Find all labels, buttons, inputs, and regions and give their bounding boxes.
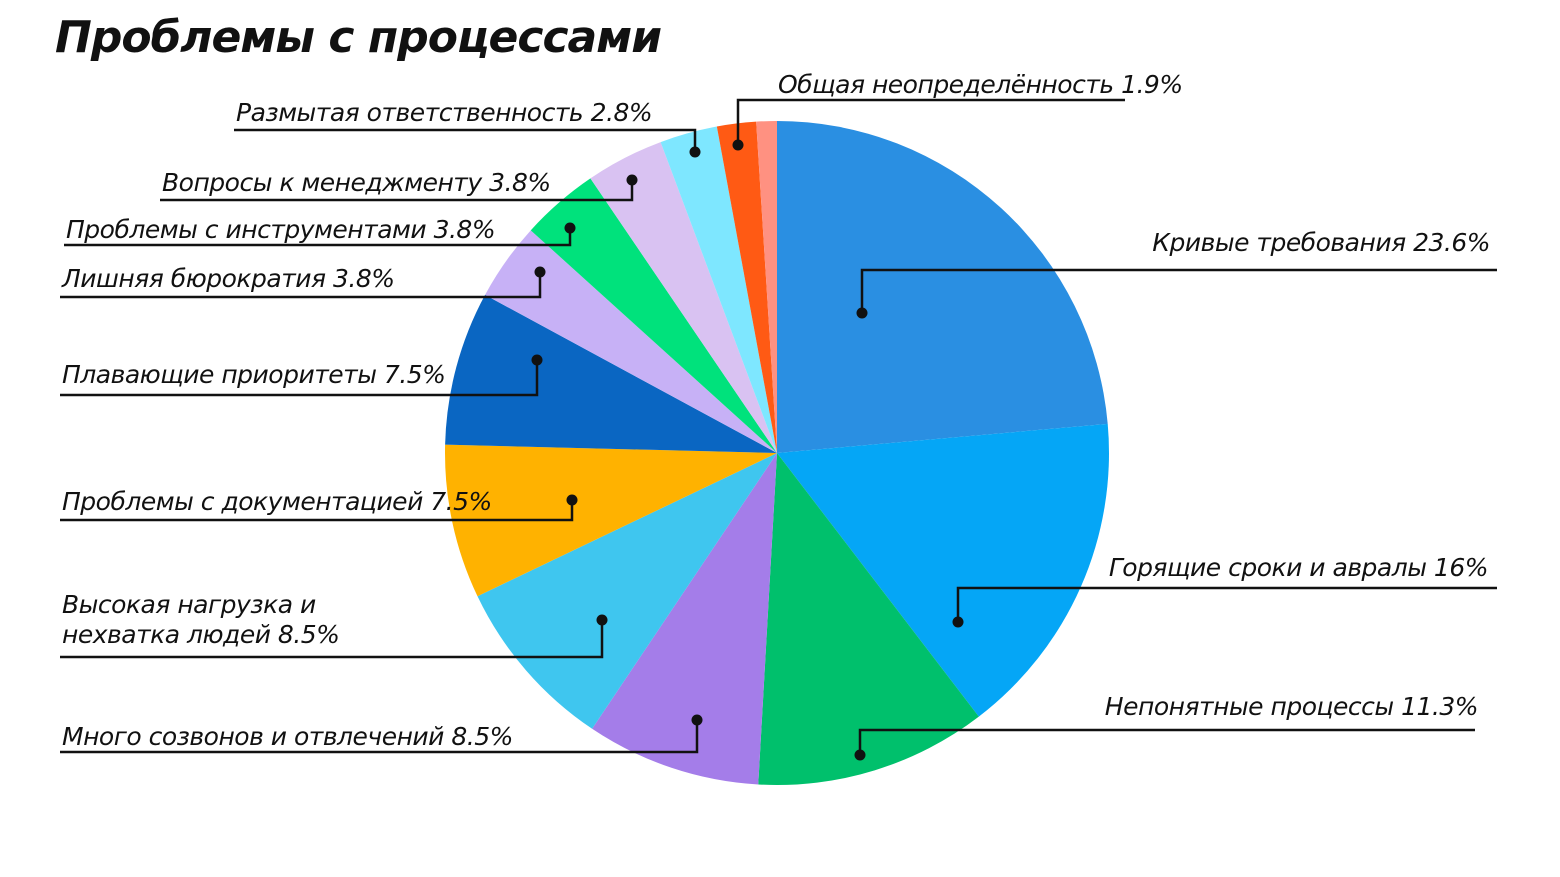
slice-label: Общая неопределённость 1.9% xyxy=(778,70,1183,100)
leader-line xyxy=(60,620,604,659)
slice-label: Проблемы с инструментами 3.8% xyxy=(66,215,496,245)
leader-line xyxy=(60,720,699,754)
pie-slice xyxy=(445,294,777,453)
pie-slice xyxy=(758,453,979,785)
category-label: Вопросы к менеджменту xyxy=(162,168,482,197)
value-label: 16% xyxy=(1433,553,1489,582)
pie-slice xyxy=(756,121,777,453)
leader-dot xyxy=(564,222,576,234)
category-label: Проблемы с документацией xyxy=(62,487,423,516)
category-label: Много созвонов и отвлечений xyxy=(62,722,444,751)
category-label: Высокая нагрузка и нехватка людей xyxy=(62,590,316,649)
pie-slice xyxy=(777,121,1108,453)
value-label: 3.8% xyxy=(433,215,496,244)
pie-slice xyxy=(592,453,777,785)
leader-dot xyxy=(856,307,868,319)
category-label: Плавающие приоритеты xyxy=(62,360,377,389)
slice-label: Размытая ответственность 2.8% xyxy=(236,98,653,128)
leader-line xyxy=(956,586,1497,622)
value-label: 3.8% xyxy=(489,168,551,197)
leader-dot xyxy=(531,354,543,366)
value-label: 7.5% xyxy=(383,360,446,389)
slice-label: Кривые требования 23.6% xyxy=(1152,228,1490,258)
leader-line xyxy=(60,360,539,397)
value-label: 7.5% xyxy=(430,487,492,516)
pie-slice xyxy=(716,121,777,454)
category-label: Лишняя бюрократия xyxy=(62,264,326,293)
pie-slice xyxy=(530,178,777,454)
category-label: Кривые требования xyxy=(1152,228,1406,257)
value-label: 23.6% xyxy=(1413,228,1490,257)
leader-dot xyxy=(534,266,546,278)
pie-slice xyxy=(477,453,777,729)
leader-line xyxy=(736,98,1125,145)
value-label: 2.8% xyxy=(590,98,653,127)
leader-line xyxy=(64,228,572,247)
category-label: Размытая ответственность xyxy=(236,98,584,127)
leader-dot xyxy=(691,714,703,726)
pie-slice xyxy=(777,423,1109,717)
leader-dot xyxy=(854,749,866,761)
leader-dot xyxy=(952,616,964,628)
slice-label: Высокая нагрузка и нехватка людей 8.5% xyxy=(62,590,392,650)
value-label: 1.9% xyxy=(1121,70,1183,99)
slice-label: Проблемы с документацией 7.5% xyxy=(62,487,492,517)
category-label: Общая неопределённость xyxy=(778,70,1114,99)
value-label: 3.8% xyxy=(333,264,395,293)
leader-line xyxy=(60,500,574,522)
value-label: 8.5% xyxy=(277,620,340,649)
leader-dot xyxy=(596,614,608,626)
category-label: Горящие сроки и авралы xyxy=(1108,553,1427,582)
slice-label: Плавающие приоритеты 7.5% xyxy=(62,360,446,390)
slice-label: Много созвонов и отвлечений 8.5% xyxy=(62,722,513,752)
leader-line xyxy=(858,728,1475,755)
leader-dot xyxy=(566,494,578,506)
slice-label: Горящие сроки и авралы 16% xyxy=(1108,553,1489,583)
category-label: Проблемы с инструментами xyxy=(66,215,427,244)
slice-label: Лишняя бюрократия 3.8% xyxy=(62,264,395,294)
pie-slice xyxy=(445,444,777,597)
pie-slice xyxy=(590,142,777,454)
value-label: 8.5% xyxy=(451,722,513,751)
leader-dot xyxy=(689,146,701,158)
leader-line xyxy=(860,268,1497,313)
leader-line xyxy=(234,128,697,152)
leader-line xyxy=(60,272,542,299)
leader-dot xyxy=(732,139,744,151)
pie-slice xyxy=(485,230,777,453)
leader-dot xyxy=(626,174,638,186)
value-label: 11.3% xyxy=(1401,692,1478,721)
slice-label: Непонятные процессы 11.3% xyxy=(1104,692,1479,722)
chart-title: Проблемы с процессами xyxy=(55,12,662,63)
pie-slice xyxy=(660,126,777,454)
leader-line xyxy=(160,180,634,202)
category-label: Непонятные процессы xyxy=(1104,692,1394,721)
slice-label: Вопросы к менеджменту 3.8% xyxy=(162,168,551,198)
